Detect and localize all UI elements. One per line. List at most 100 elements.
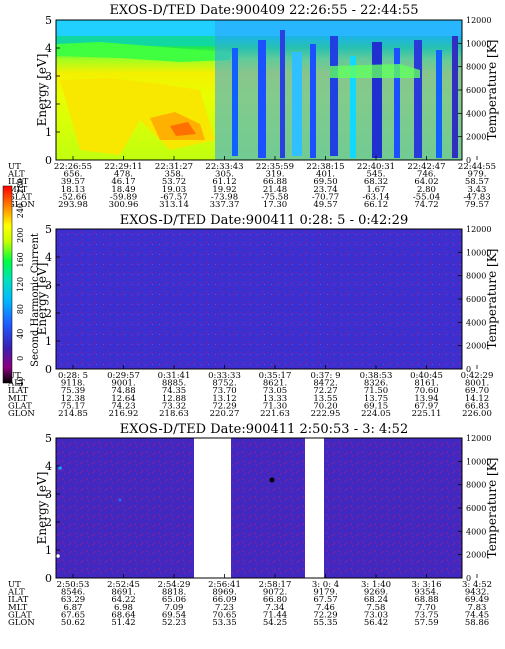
panel-title: EXOS-D/TED Date:900409 22:26:55 - 22:44:… (109, 3, 418, 18)
right-tick-label: 0 (466, 574, 471, 583)
table-cell: 73.32 (162, 401, 186, 411)
table-cell: 73.03 (364, 610, 388, 620)
table-cell: 68.64 (111, 610, 135, 620)
table-cell: 14.12 (465, 394, 489, 404)
table-cell: 64.22 (111, 595, 135, 605)
row-label: ALT (7, 170, 25, 180)
panel-title: EXOS-D/TED Date:900411 0:28: 5 - 0:42:29 (120, 213, 408, 228)
table-cell: 8472. (313, 379, 337, 389)
left-tick-label: 3 (45, 488, 52, 501)
table-cell: 6.87 (64, 603, 83, 613)
table-cell: 656. (64, 170, 83, 180)
table-cell: 61.12 (212, 177, 236, 187)
left-tick-label: 2 (45, 516, 52, 529)
table-cell: 23.74 (313, 185, 337, 195)
table-cell: 73.70 (212, 386, 236, 396)
table-cell: 13.12 (212, 394, 236, 404)
colorbar-tick-label: 160 (16, 252, 25, 267)
table-cell: 71.44 (263, 610, 287, 620)
table-cell: 63.29 (61, 595, 85, 605)
table-cell: 9118. (61, 379, 85, 389)
y-axis-label-left: Energy [eV] (35, 263, 49, 336)
table-cell: 46.17 (111, 177, 135, 187)
table-cell: 71.50 (364, 386, 388, 396)
table-cell: 19.92 (212, 185, 236, 195)
y-axis-label-left: Energy [eV] (35, 54, 49, 127)
left-tick-labels: 0 1 2 3 4 5 (45, 14, 60, 167)
table-cell: 53.35 (212, 618, 236, 628)
right-tick-label: 8000 (466, 272, 486, 281)
table-cell: 7.83 (468, 603, 487, 613)
table-cell: 71.30 (263, 401, 287, 411)
table-cell: 7.58 (367, 603, 386, 613)
table-cell: 12.88 (162, 394, 186, 404)
row-label: ALT (7, 588, 25, 598)
table-cell: 0:28: 5 (58, 371, 88, 381)
table-cell: 65.06 (162, 595, 186, 605)
table-cell: -47.83 (463, 192, 490, 202)
table-cell: 3: 3:16 (411, 580, 441, 590)
right-tick-label: 4000 (466, 318, 486, 327)
colorbar-label: Second Harmonic Current (30, 233, 41, 367)
left-tick-label: 4 (45, 251, 52, 264)
table-cell: 70.60 (414, 386, 438, 396)
right-tick-label: 2000 (466, 551, 486, 560)
table-cell: 74.45 (465, 610, 489, 620)
table-cell: 2:50:53 (57, 580, 90, 590)
table-cell: 216.92 (109, 409, 139, 419)
table-cell: 53.72 (162, 177, 186, 187)
table-cell: 22:26:55 (54, 162, 92, 172)
row-label: ILAT (8, 386, 29, 396)
spectrogram-image (56, 229, 462, 369)
table-cell: 478. (114, 170, 133, 180)
table-cell: 66.12 (364, 200, 388, 210)
table-cell: 39.57 (61, 177, 85, 187)
table-cell: 401. (316, 170, 335, 180)
table-cell: 22:29:11 (104, 162, 142, 172)
table-cell: 3: 1:40 (361, 580, 391, 590)
table-cell: 69.15 (364, 401, 388, 411)
right-tick-label: 2000 (466, 133, 486, 142)
left-tick-label: 1 (45, 126, 52, 139)
right-tick-label: 8000 (466, 63, 486, 72)
colorbar: -40 0 40 80 120 160 200 240 280 Second Harmonic … (2, 178, 41, 389)
row-label: MLT (8, 603, 28, 613)
table-cell: 2.80 (417, 185, 436, 195)
right-tick-label: 12000 (466, 434, 491, 443)
table-cell: 72.27 (313, 386, 337, 396)
left-tick-label: 2 (45, 307, 52, 320)
spectrogram-panel-3: EXOS-D/TED Date:900411 2:50:53 - 3: 4:52… (7, 422, 499, 628)
table-cell: 22:31:27 (155, 162, 193, 172)
table-cell: 21.48 (263, 185, 287, 195)
table-cell: -59.89 (110, 192, 137, 202)
table-cell: 51.42 (111, 618, 135, 628)
spectrogram-panel-2: EXOS-D/TED Date:900411 0:28: 5 - 0:42:29… (7, 213, 499, 419)
table-cell: 79.57 (465, 200, 489, 210)
table-cell: 74.72 (414, 200, 438, 210)
colorbar-tick-label: 120 (16, 277, 25, 292)
colorbar-tick-label: 0 (16, 356, 25, 361)
table-cell: -55.04 (413, 192, 440, 202)
table-cell: 9432. (465, 588, 489, 598)
panel-title: EXOS-D/TED Date:900411 2:50:53 - 3: 4:52 (120, 422, 408, 437)
table-cell: 3.43 (468, 185, 487, 195)
table-cell: 6.98 (114, 603, 133, 613)
table-cell: 22:42:47 (407, 162, 445, 172)
colorbar-tick-label: 40 (16, 329, 25, 339)
table-cell: -73.98 (211, 192, 238, 202)
left-tick-labels: 0 1 2 3 4 5 (45, 432, 60, 585)
y-axis-label-right: Temperature [K] (485, 458, 499, 559)
table-cell: 68.88 (414, 595, 438, 605)
right-tick-label: 6000 (466, 295, 486, 304)
spectrogram-image (56, 438, 462, 578)
table-cell: 69.50 (313, 177, 337, 187)
table-cell: 69.54 (162, 610, 186, 620)
table-cell: 67.65 (61, 610, 85, 620)
table-cell: 70.20 (313, 401, 337, 411)
table-cell: 0:29:57 (107, 371, 140, 381)
left-tick-label: 5 (45, 432, 52, 445)
right-tick-label: 10000 (466, 39, 491, 48)
right-tick-label: 4000 (466, 527, 486, 536)
table-cell: 22:38:15 (306, 162, 344, 172)
